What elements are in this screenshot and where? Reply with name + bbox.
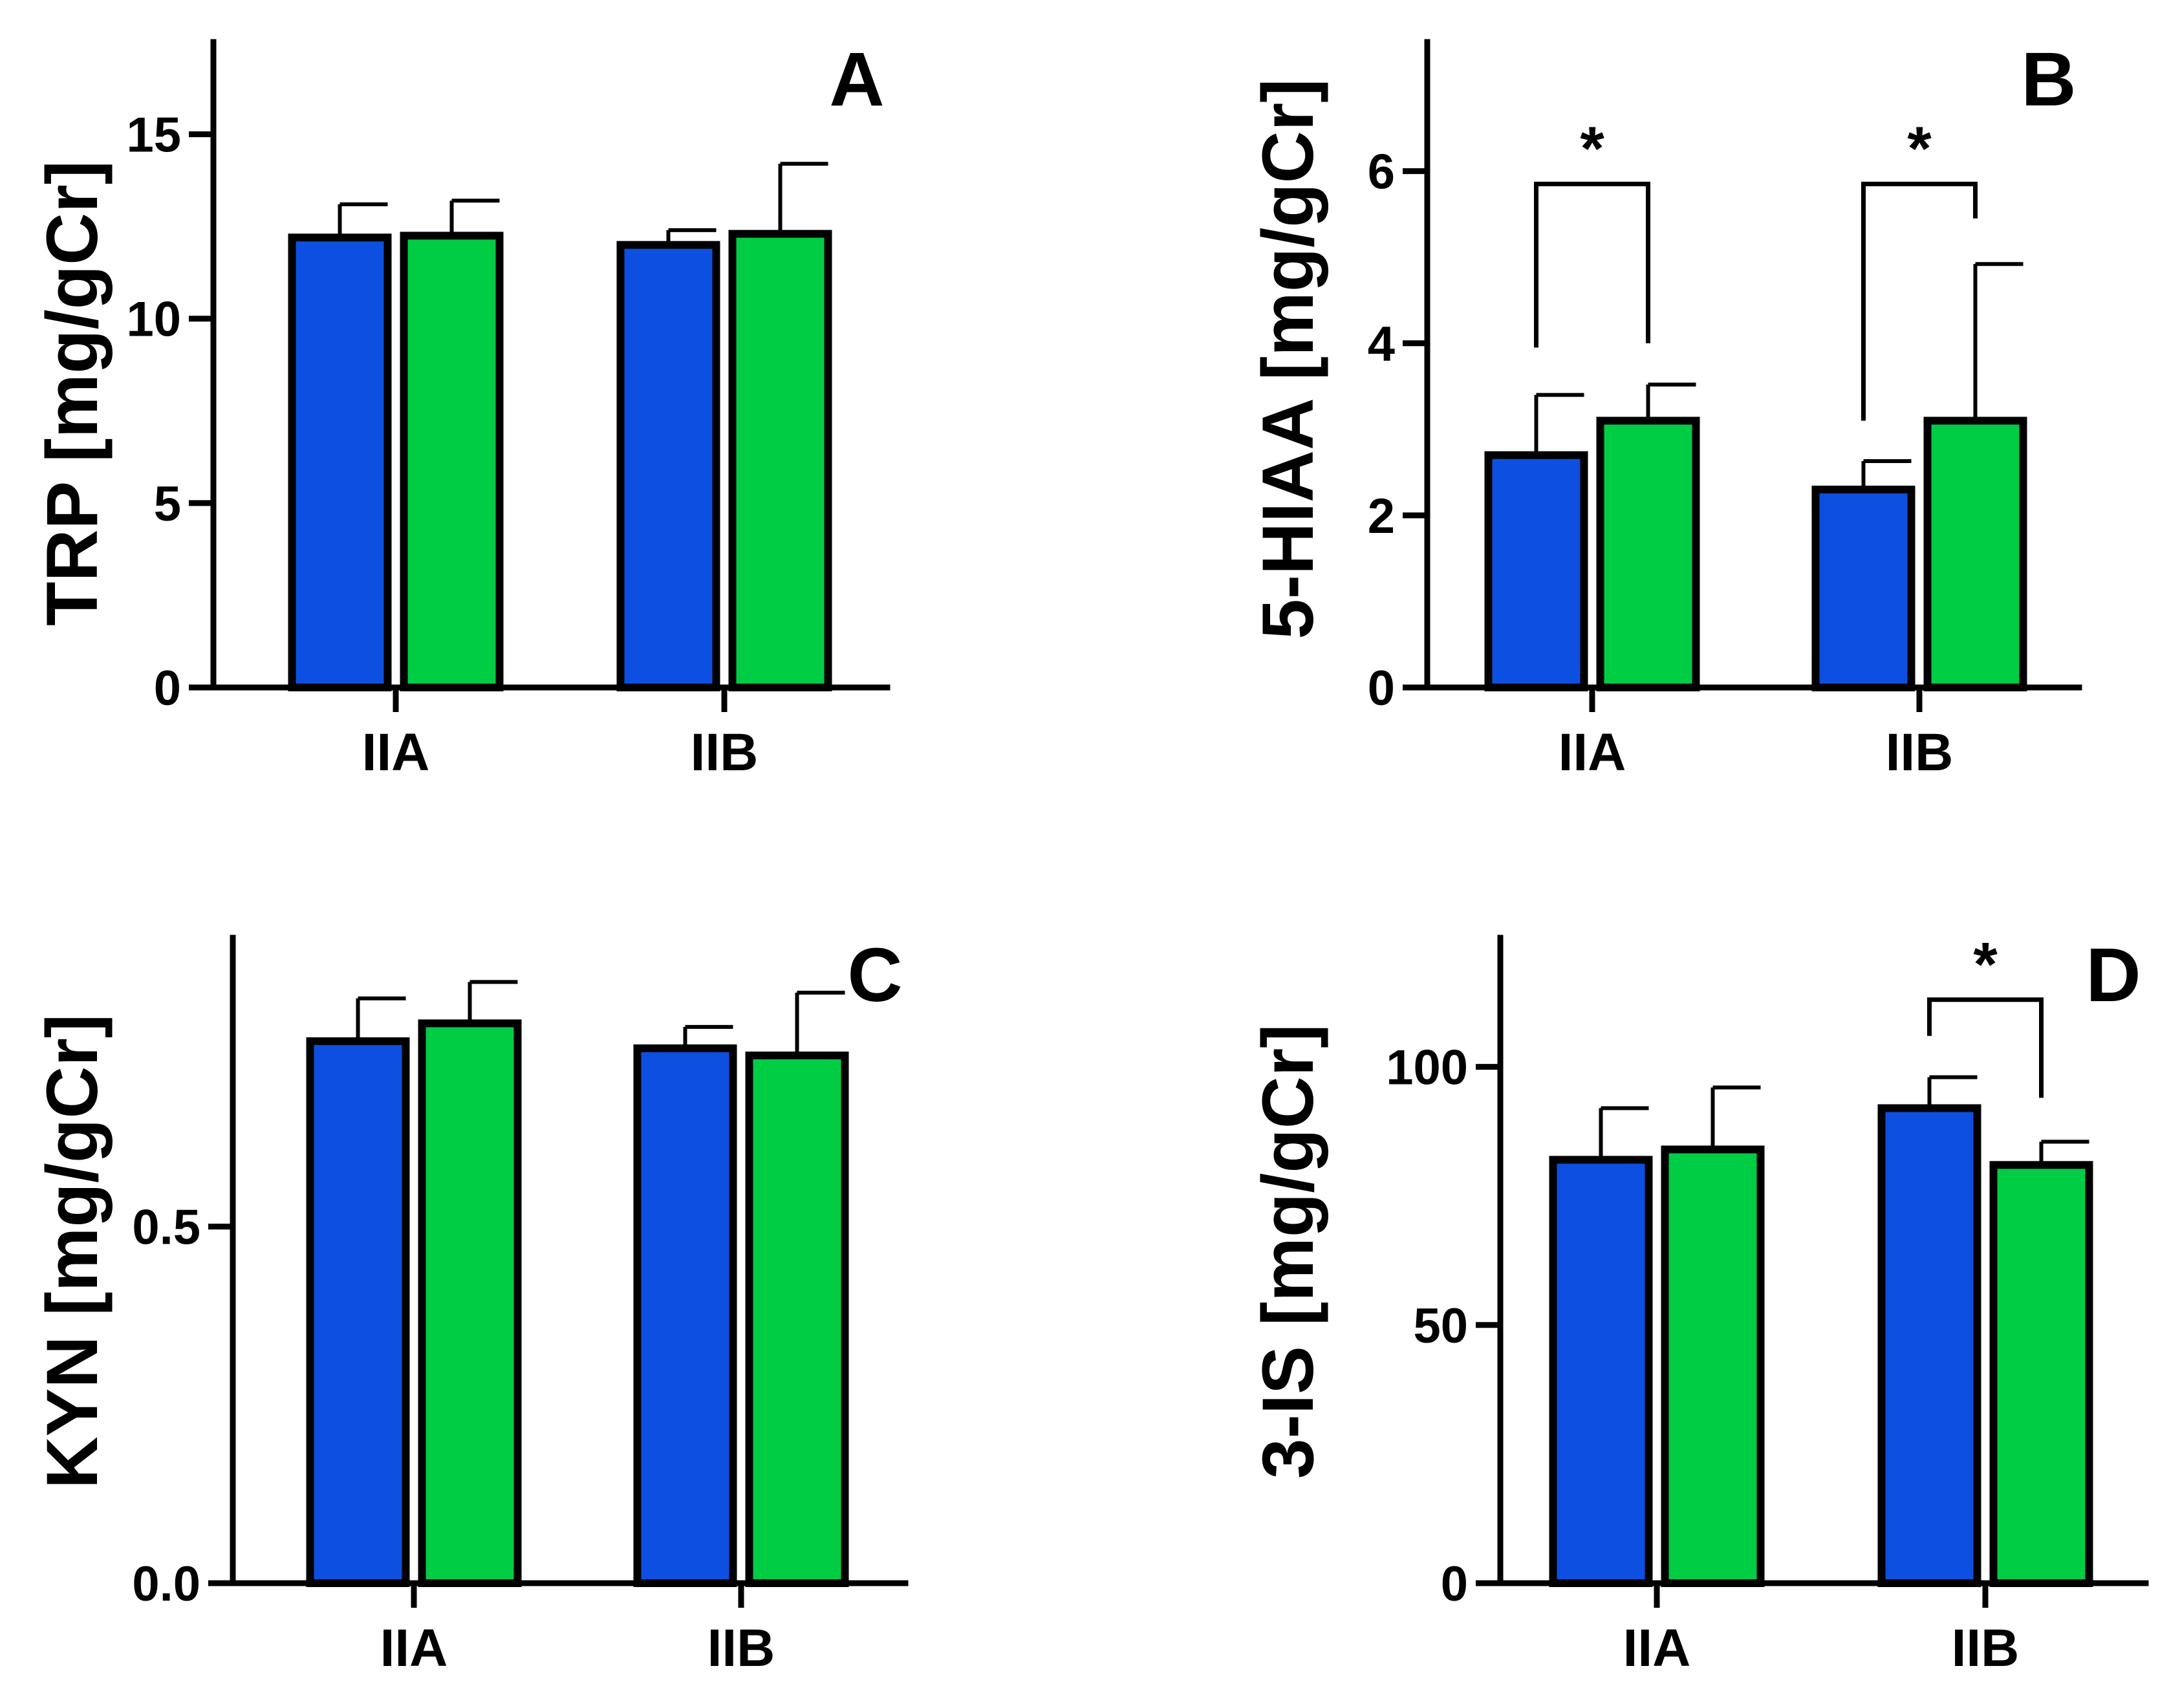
panel-c-plot: 0.0 0.5 IIA IIB	[132, 935, 909, 1678]
significance-star: *	[1973, 930, 1998, 999]
panel-b: 5-HIAA [mg/gCr] B * * 0 2 4 6 IIA IIB	[1247, 37, 2082, 782]
significance-bracket	[1534, 182, 1650, 348]
panel-b-ylabel: 5-HIAA [mg/gCr]	[1247, 79, 1328, 640]
panel-c: KYN [mg/gCr] C 0.0 0.5 IIA IIB	[32, 933, 909, 1678]
x-category-label: IIB	[1886, 723, 1954, 782]
y-tick-label: 0.0	[132, 1557, 200, 1612]
x-category-label: IIA	[380, 1619, 448, 1678]
bar-iia-series-2	[400, 232, 504, 691]
y-tick-label: 5	[154, 477, 181, 532]
bar-iib-series-2	[728, 230, 832, 691]
panel-a: TRP [mg/gCr] A 0 5 10 15 IIA IIB	[32, 37, 890, 782]
x-category-label: IIA	[362, 723, 430, 782]
significance-star: *	[1580, 114, 1604, 184]
bar-iia-series-2	[1661, 1145, 1765, 1587]
panel-a-letter: A	[829, 37, 884, 122]
bar-iib-series-2	[1923, 416, 2027, 691]
panel-b-letter: B	[2021, 37, 2076, 122]
y-tick-label: 0	[1441, 1557, 1468, 1612]
x-category-label: IIB	[691, 723, 759, 782]
bar-iib-series-2	[1989, 1161, 2093, 1587]
significance-bracket	[1861, 182, 1978, 421]
panel-d-ylabel: 3-IS [mg/gCr]	[1247, 1024, 1328, 1478]
y-tick-label: 50	[1413, 1299, 1468, 1354]
y-tick-label: 0	[1368, 661, 1395, 716]
y-tick-label: 100	[1386, 1041, 1468, 1096]
significance-star: *	[1907, 114, 1932, 184]
bar-iia-series-1	[1484, 451, 1588, 691]
panel-d: 3-IS [mg/gCr] D * 0 50 100 IIA IIB	[1247, 930, 2149, 1678]
bar-iib-series-1	[1811, 485, 1916, 691]
x-category-label: IIB	[1952, 1619, 2020, 1678]
panel-c-ylabel: KYN [mg/gCr]	[32, 1014, 113, 1489]
x-category-label: IIA	[1559, 723, 1626, 782]
x-category-label: IIB	[707, 1619, 775, 1678]
bar-iia-series-2	[1596, 416, 1700, 691]
bar-iib-series-1	[616, 241, 720, 691]
y-tick-label: 0.5	[132, 1200, 200, 1255]
bar-iib-series-2	[745, 1051, 849, 1587]
bar-iia-series-1	[306, 1037, 410, 1587]
y-tick-label: 6	[1368, 145, 1395, 200]
significance-bracket	[1927, 997, 2044, 1098]
y-tick-label: 0	[154, 661, 181, 716]
panel-a-plot: 0 5 10 15 IIA IIB	[126, 39, 890, 782]
panel-d-plot: * 0 50 100 IIA IIB	[1386, 930, 2149, 1678]
bar-iib-series-1	[633, 1044, 737, 1588]
bar-iib-series-1	[1877, 1104, 1981, 1588]
panel-d-letter: D	[2086, 933, 2141, 1018]
y-tick-label: 15	[126, 108, 181, 163]
x-category-label: IIA	[1623, 1619, 1691, 1678]
panel-a-ylabel: TRP [mg/gCr]	[32, 160, 113, 626]
panel-b-plot: * * 0 2 4 6 IIA IIB	[1368, 39, 2082, 782]
y-tick-label: 4	[1368, 317, 1395, 372]
bar-iia-series-1	[1549, 1156, 1653, 1587]
bar-iia-series-1	[288, 233, 392, 692]
y-tick-label: 10	[126, 292, 181, 347]
y-tick-label: 2	[1368, 489, 1395, 544]
panel-c-letter: C	[847, 933, 902, 1018]
bar-iia-series-2	[418, 1019, 522, 1588]
